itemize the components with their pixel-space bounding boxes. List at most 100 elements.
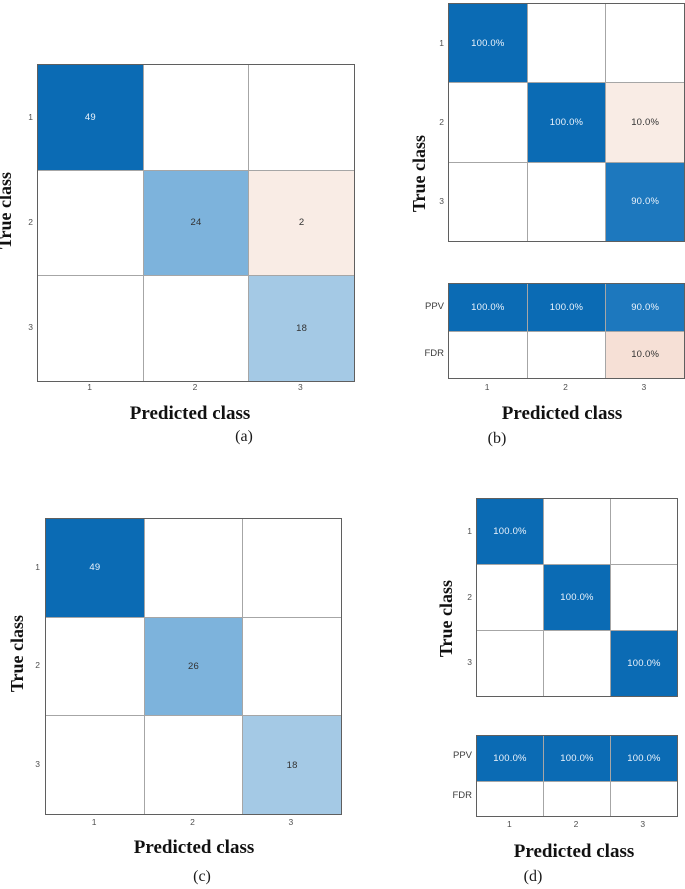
tick-label: 2 — [573, 819, 579, 829]
confusion-matrix-grid: 100.0% 100.0% 100.0% — [476, 498, 678, 697]
tick-label: 2 — [35, 660, 40, 671]
tick-label: 1 — [87, 382, 93, 392]
matrix-cell — [611, 782, 677, 816]
x-tick-labels: 1 2 3 — [476, 819, 676, 831]
matrix-cell — [249, 65, 354, 170]
matrix-cell: 18 — [243, 716, 341, 814]
x-tick-labels: 1 2 3 — [37, 382, 353, 394]
y-axis-label: True class — [436, 580, 456, 658]
matrix-cell — [527, 4, 606, 83]
tick-label: 2 — [563, 382, 568, 392]
matrix-cell — [144, 519, 243, 617]
tick-label: 1 — [484, 382, 490, 392]
tick-label: 1 — [439, 37, 444, 48]
matrix-cell: 100.0% — [544, 736, 610, 781]
matrix-cell — [143, 65, 249, 170]
x-axis-label: Predicted class — [129, 403, 251, 424]
tick-label: 3 — [297, 382, 303, 392]
matrix-cell: 49 — [38, 65, 143, 170]
matrix-cell: 2 — [249, 170, 354, 276]
tick-label: PPV — [452, 749, 472, 761]
matrix-cell: 100.0% — [449, 284, 527, 331]
tick-label: 3 — [467, 657, 472, 668]
matrix-cell: 100.0% — [611, 631, 677, 696]
matrix-cell — [243, 519, 341, 617]
tick-label: 2 — [192, 382, 198, 392]
matrix-cell — [144, 716, 243, 814]
matrix-cell — [544, 499, 610, 564]
matrix-cell: 100.0% — [477, 499, 543, 564]
matrix-cell: 100.0% — [611, 736, 677, 781]
column-summary-grid: 100.0% 100.0% 90.0% 10.0% — [448, 283, 685, 379]
matrix-cell: 24 — [143, 170, 249, 276]
y-axis-label: True class — [409, 135, 429, 213]
tick-label: 1 — [35, 562, 40, 573]
matrix-cell — [527, 331, 606, 378]
tick-label: 1 — [28, 111, 33, 122]
y-tick-labels: 1 2 3 — [430, 3, 444, 240]
matrix-cell — [243, 617, 341, 716]
matrix-cell — [38, 170, 143, 276]
summary-row-labels: PPV FDR — [418, 283, 444, 377]
matrix-cell — [544, 631, 610, 696]
tick-label: 3 — [439, 195, 444, 206]
matrix-cell — [46, 716, 144, 814]
confusion-matrix-grid: 49 26 18 — [45, 518, 342, 815]
matrix-cell — [544, 782, 610, 816]
matrix-cell — [46, 617, 144, 716]
matrix-cell — [477, 782, 543, 816]
matrix-cell — [611, 499, 677, 564]
confusion-matrix-grid: 100.0% 100.0% 10.0% 90.0% — [448, 3, 685, 242]
column-summary-grid: 100.0% 100.0% 100.0% — [476, 735, 678, 817]
matrix-cell — [527, 162, 606, 241]
matrix-cell — [477, 565, 543, 630]
matrix-cell: 100.0% — [544, 565, 610, 630]
matrix-cell — [477, 631, 543, 696]
matrix-cell: 100.0% — [449, 4, 527, 83]
panel-caption: (c) — [193, 868, 211, 885]
matrix-cell: 10.0% — [606, 331, 684, 378]
matrix-cell: 49 — [46, 519, 144, 617]
tick-label: FDR — [452, 789, 472, 801]
summary-row-labels: PPV FDR — [446, 735, 472, 815]
tick-label: 2 — [28, 216, 33, 227]
tick-label: 2 — [439, 116, 444, 127]
tick-label: 3 — [28, 322, 33, 333]
y-tick-labels: 1 2 3 — [17, 64, 33, 380]
x-axis-label: Predicted class — [513, 841, 635, 862]
matrix-cell: 18 — [249, 276, 354, 381]
y-tick-labels: 1 2 3 — [26, 518, 40, 813]
tick-label: 3 — [35, 758, 40, 769]
tick-label: 2 — [190, 817, 195, 827]
matrix-cell — [449, 331, 527, 378]
matrix-cell — [38, 276, 143, 381]
matrix-cell: 90.0% — [606, 162, 684, 241]
tick-label: 1 — [91, 817, 97, 827]
matrix-cell: 90.0% — [606, 284, 684, 331]
panel-caption: (d) — [523, 868, 543, 885]
matrix-cell — [143, 276, 249, 381]
matrix-cell — [606, 4, 684, 83]
matrix-cell: 100.0% — [527, 83, 606, 162]
tick-label: 1 — [467, 525, 472, 536]
tick-label: PPV — [424, 301, 444, 312]
matrix-cell: 10.0% — [606, 83, 684, 162]
matrix-cell — [611, 565, 677, 630]
tick-label: 3 — [640, 819, 646, 829]
tick-label: FDR — [424, 348, 444, 359]
tick-label: 3 — [641, 382, 647, 392]
x-tick-labels: 1 2 3 — [448, 382, 683, 394]
panel-caption: (a) — [235, 428, 253, 445]
tick-label: 3 — [288, 817, 294, 827]
tick-label: 2 — [467, 591, 472, 602]
x-axis-label: Predicted class — [501, 403, 623, 424]
x-axis-label: Predicted class — [133, 837, 255, 858]
panel-caption: (b) — [487, 430, 507, 447]
tick-label: 1 — [506, 819, 512, 829]
matrix-cell — [449, 162, 527, 241]
